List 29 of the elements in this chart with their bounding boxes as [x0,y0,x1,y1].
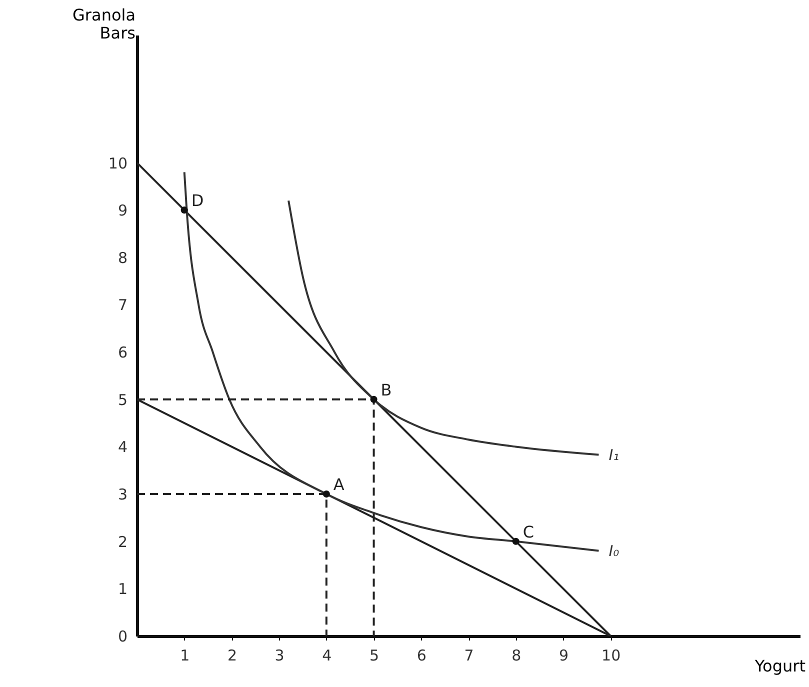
y-tick-label: 1 [118,580,128,598]
y-tick-label: 3 [118,486,128,504]
x-tick-label: 7 [464,646,474,664]
y-tick-label: 0 [118,628,128,646]
y-tick-label: 5 [118,390,128,409]
y-tick-label: 8 [118,248,128,267]
annotation: A [333,475,344,494]
x-tick-label: 8 [512,646,522,664]
x-tick-label: 5 [370,646,380,664]
x-tick-label: 6 [416,646,426,664]
annotation: B [380,380,392,400]
y-tick-label: 6 [118,344,128,362]
annotation: D [191,191,204,210]
series-label: I₁ [608,446,620,464]
y-tick-label: 4 [118,438,128,456]
y-tick-label: 2 [118,532,128,551]
x-tick-label: 10 [602,646,621,664]
y-tick-label: 9 [118,202,128,220]
y-axis-title: Granola Bars [72,6,136,42]
x-tick-label: 1 [180,646,190,664]
x-tick-label: 2 [227,646,237,664]
x-tick-label: 3 [274,646,284,664]
annotation: C [522,522,534,542]
x-tick-label: 9 [558,646,568,664]
x-axis-title: Yogurt [754,656,806,676]
x-tick-label: 4 [322,646,332,664]
y-tick-label: 7 [118,296,128,314]
series-label: I₀ [608,542,620,560]
y-tick-label: 10 [108,154,128,172]
